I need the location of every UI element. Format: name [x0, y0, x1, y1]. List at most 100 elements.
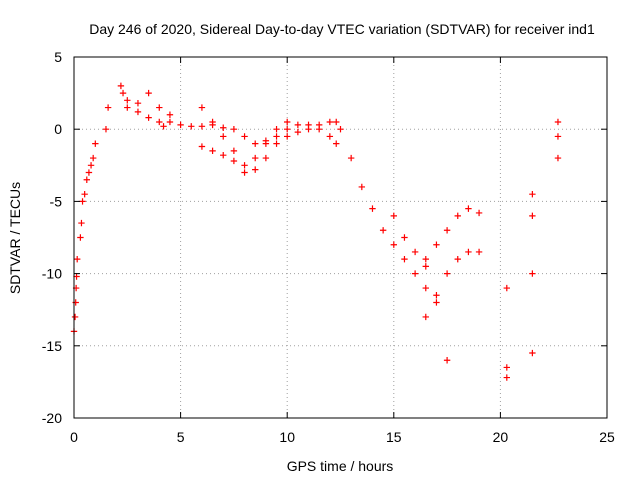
data-point — [284, 118, 291, 126]
data-point — [390, 241, 397, 248]
data-point — [252, 140, 259, 147]
data-point — [337, 126, 344, 133]
data-point — [252, 154, 259, 162]
data-point — [104, 104, 112, 111]
data-point — [72, 299, 79, 306]
data-point — [529, 270, 536, 277]
data-point — [294, 121, 302, 129]
data-point — [422, 284, 429, 292]
data-point — [198, 104, 206, 111]
data-point — [433, 241, 440, 248]
data-point — [156, 104, 163, 111]
data-point — [145, 114, 152, 121]
data-point — [87, 162, 95, 169]
grid-lines — [74, 57, 607, 418]
data-point — [262, 154, 270, 162]
data-point — [156, 118, 163, 126]
data-point — [220, 151, 227, 159]
series-isolated — [503, 118, 562, 381]
data-point — [454, 212, 461, 220]
data-point — [83, 176, 90, 183]
data-point — [160, 123, 167, 130]
data-point — [241, 162, 248, 169]
data-point — [81, 190, 88, 198]
data-point — [241, 169, 248, 176]
data-point — [333, 118, 340, 126]
data-point — [475, 209, 483, 217]
data-point — [529, 212, 536, 220]
data-point — [503, 364, 510, 371]
data-point — [554, 133, 562, 140]
series-mid-arc-c — [198, 118, 334, 176]
data-point — [465, 248, 472, 256]
data-point — [529, 190, 536, 198]
data-point — [433, 299, 440, 306]
data-point — [273, 126, 280, 133]
y-tick-label: -15 — [42, 338, 62, 354]
data-point — [77, 234, 84, 241]
data-point — [85, 169, 93, 176]
data-point — [73, 255, 81, 263]
data-point — [443, 270, 451, 277]
series-late-drop — [390, 212, 451, 364]
data-point — [369, 205, 376, 212]
data-point — [422, 255, 429, 263]
data-point — [294, 128, 302, 136]
series-late-upper — [422, 205, 483, 263]
y-tick-label: 5 — [54, 49, 62, 65]
y-tick-label: -10 — [42, 266, 62, 282]
x-tick-label: 5 — [177, 429, 185, 445]
data-point — [401, 255, 408, 263]
x-tick-label: 10 — [279, 429, 295, 445]
data-point — [119, 89, 127, 97]
data-point — [443, 227, 451, 234]
data-point — [145, 89, 152, 97]
data-point — [326, 133, 334, 140]
data-point — [465, 205, 472, 212]
data-point — [326, 118, 334, 126]
data-point — [241, 133, 248, 140]
x-axis-label: GPS time / hours — [287, 458, 394, 474]
series-early-start — [70, 255, 81, 335]
data-point — [443, 357, 451, 364]
data-point — [390, 212, 397, 220]
series-decline — [333, 118, 429, 292]
data-point — [230, 126, 238, 133]
series-morning — [119, 89, 167, 130]
data-point — [134, 108, 142, 116]
x-tick-label: 0 — [70, 429, 78, 445]
data-point — [220, 133, 227, 140]
data-point — [305, 126, 312, 133]
data-point — [333, 140, 340, 147]
data-point — [209, 147, 216, 155]
series-mid-arc-b — [198, 104, 291, 169]
series-late-rise — [422, 248, 483, 321]
data-point — [475, 248, 483, 256]
data-point — [315, 121, 323, 129]
y-tick-label: -20 — [42, 410, 62, 426]
y-tick-label: 0 — [54, 121, 62, 137]
data-point — [230, 147, 238, 155]
data-point — [503, 374, 510, 381]
data-point — [220, 124, 227, 131]
y-axis-label: SDTVAR / TECUs — [7, 182, 23, 294]
data-point — [188, 123, 195, 130]
data-point — [71, 313, 79, 321]
data-point — [358, 183, 366, 191]
data-point — [198, 143, 206, 150]
data-point — [78, 219, 85, 227]
data-point — [198, 123, 206, 130]
x-tick-label: 25 — [599, 429, 615, 445]
chart-title: Day 246 of 2020, Sidereal Day-to-day VTE… — [89, 21, 595, 37]
data-point — [117, 82, 125, 90]
x-tick-label: 15 — [386, 429, 402, 445]
data-point — [411, 270, 419, 277]
data-point — [411, 248, 419, 256]
data-point — [554, 154, 562, 162]
data-point — [252, 166, 259, 173]
data-point — [284, 133, 291, 140]
data-point — [503, 284, 510, 292]
data-point — [89, 154, 97, 162]
x-tick-label: 20 — [493, 429, 509, 445]
